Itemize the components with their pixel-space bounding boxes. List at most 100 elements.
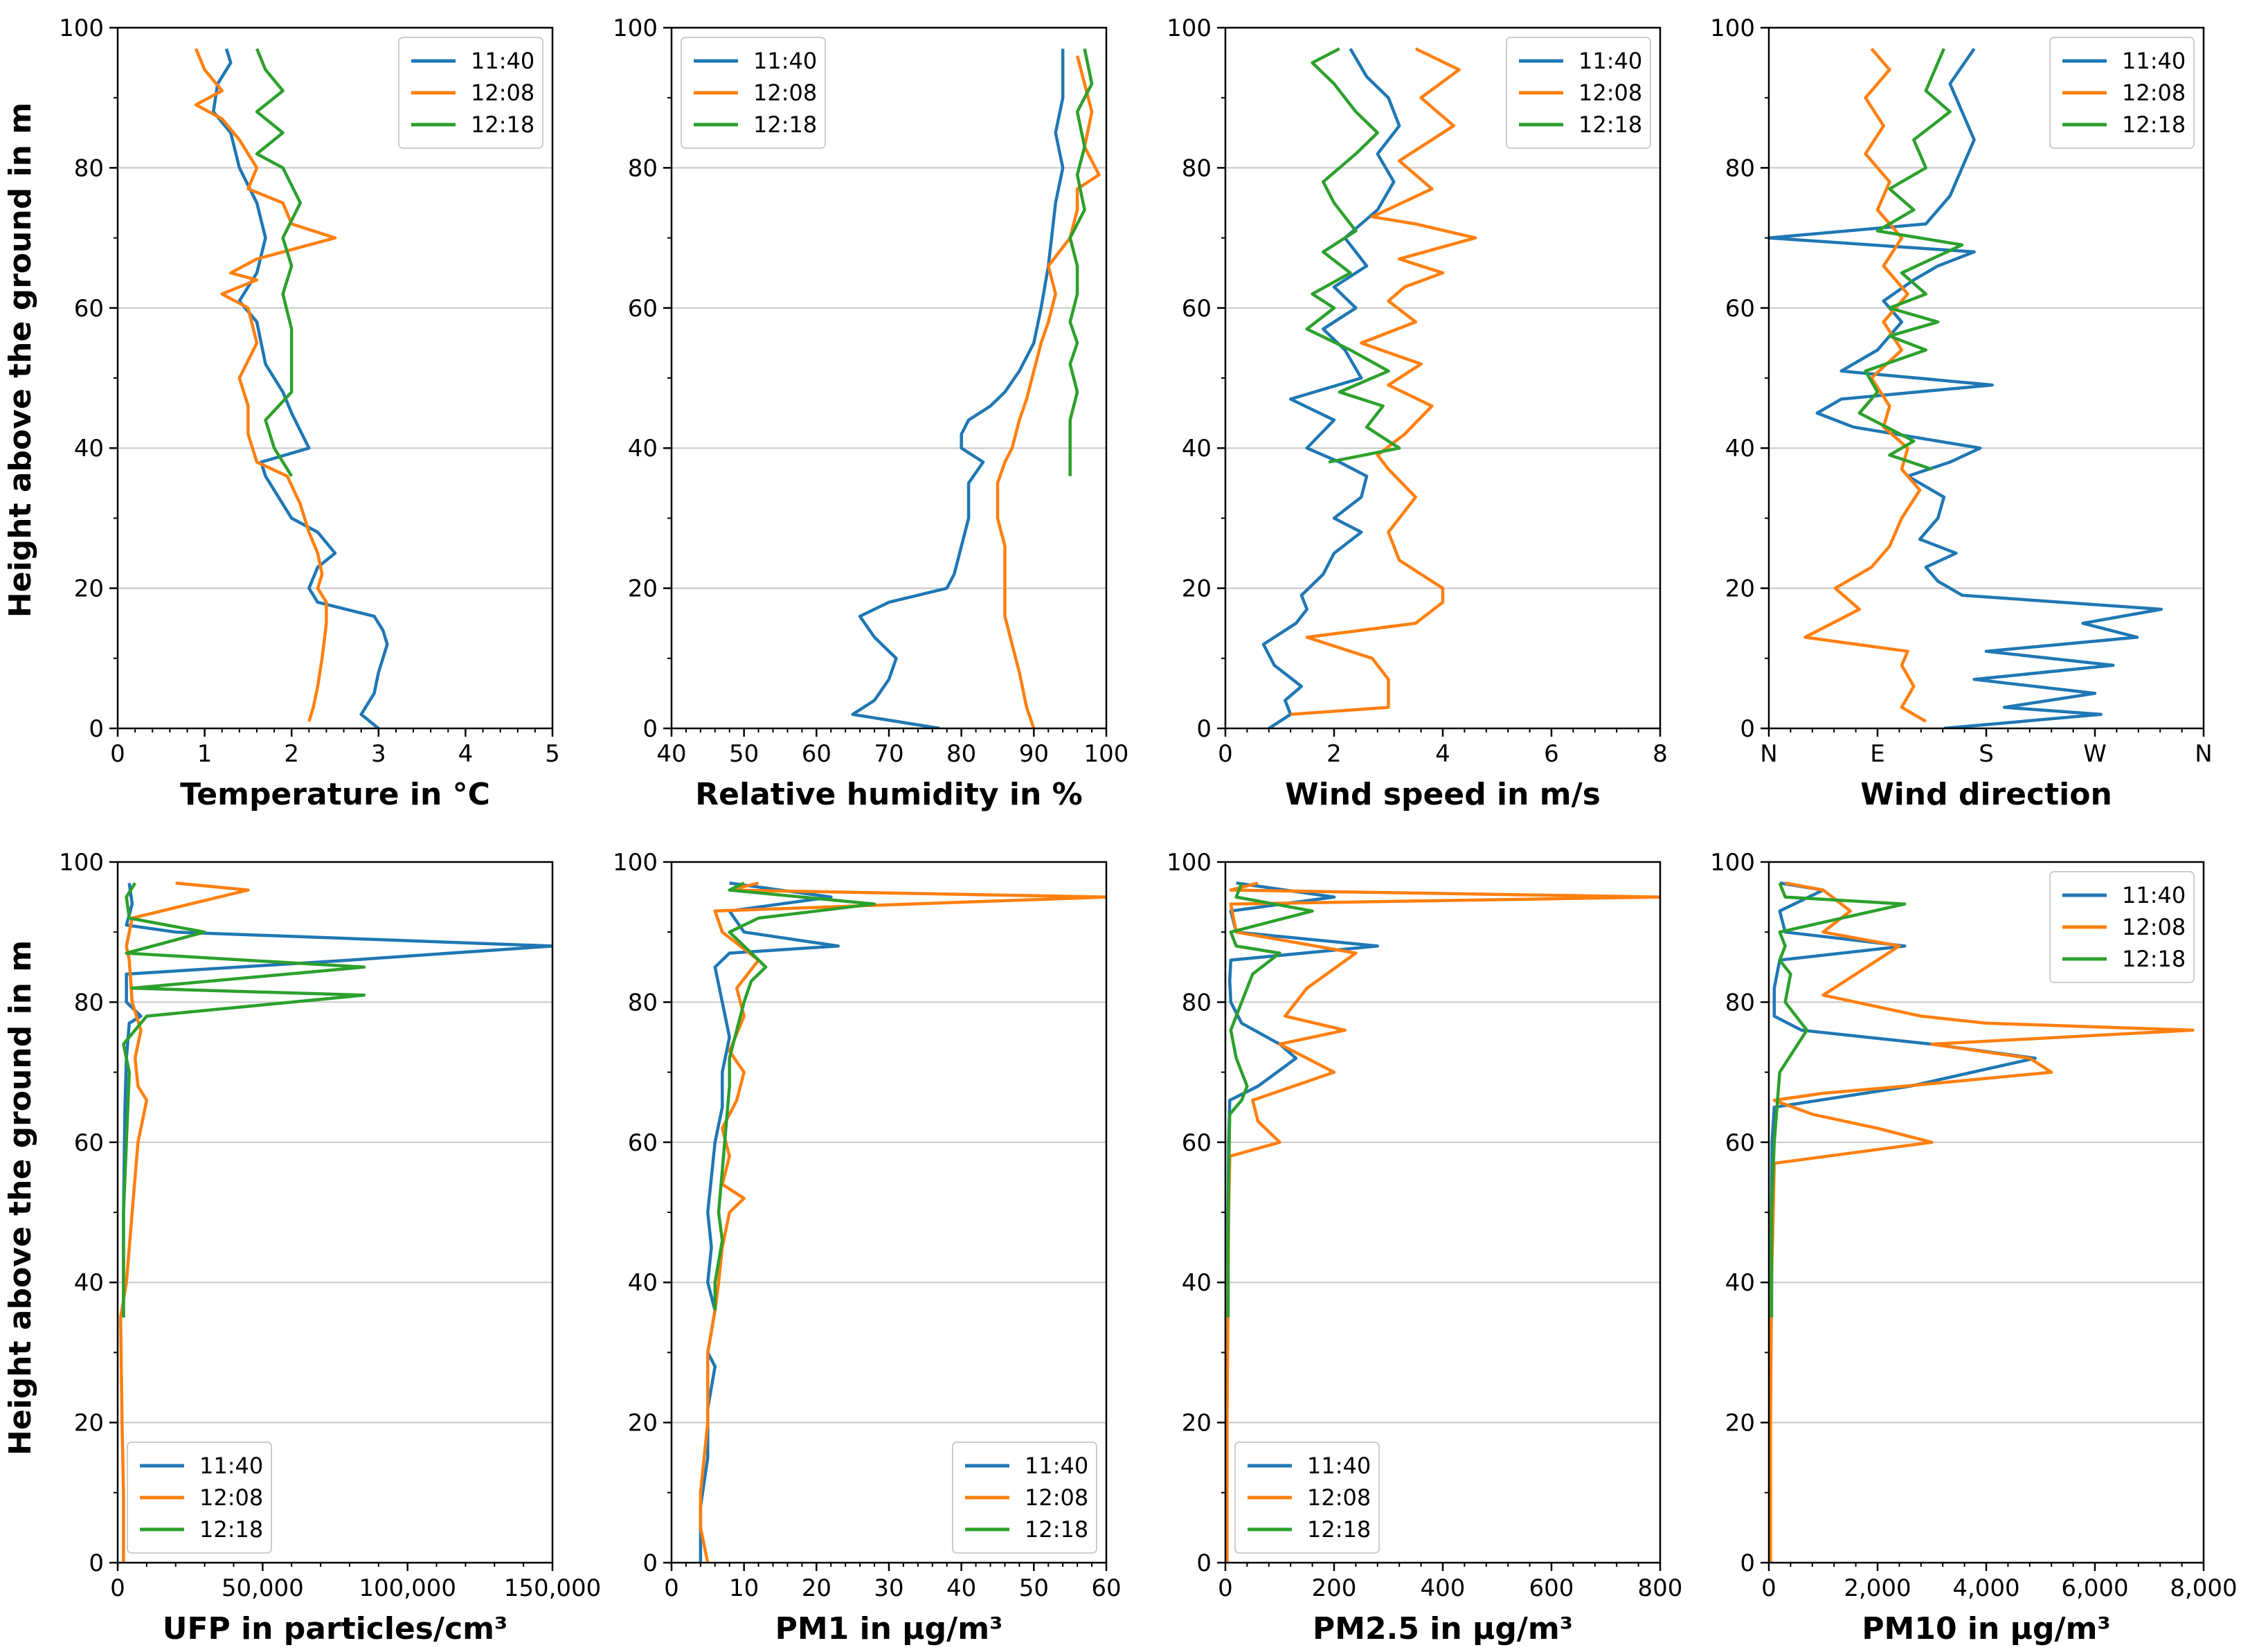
humidity-ytick-label-5: 100	[613, 15, 658, 42]
windspeed-line-1218	[1305, 47, 1401, 464]
ufp-legend-label-1: 12:08	[199, 1484, 263, 1511]
windspeed-ytick-label-1: 20	[1182, 575, 1212, 603]
panel-pm1: 0 20 40 60 80 100 0 10 20 30 40 50 60 PM1 in µg/m³ 11:…	[613, 849, 1122, 1646]
pm1-line-1140	[699, 881, 840, 1563]
ufp-ytick-label-2: 40	[74, 1269, 104, 1297]
pm10-ytick-label-1: 20	[1725, 1410, 1755, 1437]
humidity-xtick-label-5: 90	[1019, 740, 1049, 768]
humidity-ytick-label-0: 0	[642, 715, 658, 743]
ufp-xtick-label-0: 0	[110, 1574, 125, 1602]
pm10-ytick-label-2: 40	[1725, 1269, 1755, 1297]
windspeed-xtick-label-4: 8	[1653, 740, 1668, 768]
temperature-ytick-label-3: 60	[74, 295, 104, 323]
temperature-lines	[194, 48, 389, 728]
temperature-xlabel: Temperature in °C	[180, 777, 490, 812]
winddirection-line-1218	[1857, 48, 1964, 471]
pm10-ytick-label-3: 60	[1725, 1129, 1755, 1157]
pm25-ytick-label-2: 40	[1182, 1269, 1212, 1297]
pm10-line-1140	[1770, 881, 2037, 1318]
ufp-ytick-label-5: 100	[59, 849, 104, 877]
pm1-xtick-label-3: 30	[874, 1574, 903, 1602]
ufp-line-1208	[118, 881, 250, 1563]
windspeed-ytick-label-4: 80	[1182, 154, 1212, 182]
humidity-xtick-label-4: 80	[946, 740, 976, 768]
pm25-ytick-label-1: 20	[1182, 1410, 1212, 1437]
pm1-legend-box	[952, 1442, 1097, 1554]
winddirection-xtick-label-1: E	[1870, 740, 1884, 768]
windspeed-ytick-label-0: 0	[1196, 715, 1212, 743]
temperature-legend: 11:40 12:08 12:18	[398, 37, 543, 149]
ufp-legend-box	[127, 1442, 272, 1554]
windspeed-lines	[1261, 47, 1477, 728]
windspeed-legend-label-0: 11:40	[1578, 48, 1642, 74]
humidity-legend-label-0: 11:40	[753, 48, 817, 74]
pm1-xlabel: PM1 in µg/m³	[775, 1611, 1003, 1646]
ufp-ytick-label-4: 80	[74, 989, 104, 1016]
pm25-ytick-label-3: 60	[1182, 1129, 1212, 1157]
winddirection-xlabel: Wind direction	[1860, 777, 2112, 812]
pm10-ytick-label-0: 0	[1740, 1550, 1755, 1577]
pm1-ytick-label-5: 100	[613, 849, 658, 877]
panel-ufp: 0 20 40 60 80 100 0 50,000 100,000 150,000 UFP in …	[59, 849, 601, 1646]
pm1-legend-label-1: 12:08	[1025, 1484, 1088, 1511]
panel-pm25: 0 20 40 60 80 100 0 200 400 600 800 PM2.5 in µg/m³ 1…	[1167, 849, 1682, 1646]
ufp-xtick-label-1: 50,000	[222, 1574, 304, 1602]
pm1-line-1218	[713, 881, 876, 1311]
ufp-line-1140	[122, 883, 552, 1318]
temperature-xtick-label-5: 5	[545, 740, 560, 768]
pm1-xtick-label-6: 60	[1091, 1574, 1121, 1602]
pm1-ytick-label-0: 0	[642, 1550, 658, 1577]
pm25-ytick-label-0: 0	[1196, 1550, 1212, 1577]
pm1-xtick-label-1: 10	[729, 1574, 759, 1602]
pm1-ytick-label-1: 20	[628, 1410, 658, 1437]
temperature-legend-box	[398, 37, 543, 149]
ufp-xtick-label-2: 100,000	[359, 1574, 456, 1602]
humidity-line-1140	[851, 48, 1065, 728]
pm25-xtick-label-4: 800	[1638, 1574, 1683, 1602]
humidity-line-1208	[996, 55, 1101, 728]
ufp-legend: 11:40 12:08 12:18	[127, 1442, 272, 1554]
pm1-legend-label-0: 11:40	[1025, 1453, 1088, 1479]
ufp-legend-label-2: 12:18	[199, 1516, 263, 1543]
windspeed-ytick-label-3: 60	[1182, 295, 1212, 323]
windspeed-legend: 11:40 12:08 12:18	[1506, 37, 1651, 149]
winddirection-legend-label-0: 11:40	[2122, 48, 2186, 74]
temperature-xtick-label-0: 0	[110, 740, 125, 768]
pm1-xtick-label-5: 50	[1019, 1574, 1049, 1602]
windspeed-xtick-label-3: 6	[1544, 740, 1559, 768]
ufp-lines	[118, 881, 552, 1563]
pm25-ytick-label-4: 80	[1182, 989, 1212, 1016]
windspeed-ytick-label-2: 40	[1182, 435, 1212, 463]
pm10-legend-label-0: 11:40	[2122, 882, 2186, 908]
temperature-xtick-label-2: 2	[284, 740, 299, 768]
winddirection-legend-box	[2049, 37, 2195, 149]
temperature-line-1218	[255, 48, 303, 477]
pm25-legend: 11:40 12:08 12:18	[1234, 1442, 1380, 1554]
pm10-legend-label-1: 12:08	[2122, 914, 2186, 940]
winddirection-line-1140	[1769, 48, 2163, 728]
humidity-lines	[851, 48, 1101, 728]
ufp-ytick-label-3: 60	[74, 1129, 104, 1157]
pm25-legend-label-0: 11:40	[1307, 1453, 1371, 1479]
windspeed-xtick-label-0: 0	[1218, 740, 1233, 768]
winddirection-legend-label-2: 12:18	[2122, 111, 2186, 138]
winddirection-lines	[1769, 47, 2163, 728]
pm10-ytick-label-5: 100	[1710, 849, 1755, 877]
winddirection-ytick-label-3: 60	[1725, 295, 1755, 323]
pm10-xtick-label-1: 2,000	[1844, 1574, 1911, 1602]
pm1-xtick-label-2: 20	[802, 1574, 831, 1602]
ufp-xlabel: UFP in particles/cm³	[163, 1611, 508, 1646]
temperature-legend-label-2: 12:18	[471, 111, 534, 138]
temperature-ytick-label-1: 20	[74, 575, 104, 603]
pm10-xtick-label-2: 4,000	[1952, 1574, 2019, 1602]
humidity-ytick-label-3: 60	[628, 295, 658, 323]
ufp-line-1218	[122, 882, 366, 1318]
pm25-xtick-label-1: 200	[1312, 1574, 1357, 1602]
windspeed-legend-box	[1506, 37, 1651, 149]
pm1-legend: 11:40 12:08 12:18	[952, 1442, 1097, 1554]
pm25-legend-box	[1234, 1442, 1380, 1554]
pm10-lines	[1769, 881, 2195, 1563]
pm25-lines	[1225, 881, 1660, 1563]
